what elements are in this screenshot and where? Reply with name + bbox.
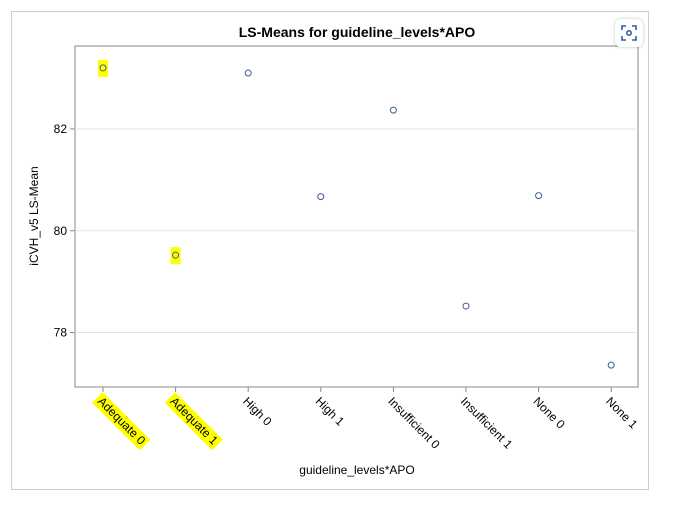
y-axis-label: iCVH_v5 LS-Mean: [27, 166, 41, 265]
ls-mean-point: [389, 106, 397, 114]
y-tick-label: 80: [54, 224, 68, 238]
ls-mean-point: [99, 64, 107, 72]
focus-zoom-icon: [621, 25, 637, 41]
x-tick-label: Insufficient 0: [385, 394, 443, 452]
y-tick-label: 82: [54, 122, 68, 136]
ls-mean-point: [607, 361, 615, 369]
ls-mean-point: [462, 302, 470, 310]
ls-mean-point: [244, 69, 252, 77]
ls-mean-point: [172, 251, 180, 259]
chart-title: LS-Means for guideline_levels*APO: [239, 24, 476, 40]
ls-mean-point: [317, 193, 325, 201]
x-tick-label: High 0: [240, 394, 275, 429]
plot-area: [74, 45, 639, 388]
point-highlight: [170, 247, 181, 265]
x-tick-label: Adequate 1: [167, 394, 221, 448]
x-axis-label: guideline_levels*APO: [299, 463, 414, 477]
x-tick-label: Adequate 0: [95, 394, 149, 448]
label-highlight: [92, 392, 151, 451]
x-tick-label: None 1: [603, 394, 640, 431]
ls-mean-point: [535, 192, 543, 200]
point-highlight: [98, 59, 108, 77]
label-highlight: [164, 392, 223, 451]
x-tick-label: Insufficient 1: [458, 394, 516, 452]
y-tick-label: 78: [54, 326, 68, 340]
zoom-button[interactable]: [615, 19, 643, 47]
x-tick-label: None 0: [530, 394, 567, 431]
x-tick-label: High 1: [313, 394, 348, 429]
